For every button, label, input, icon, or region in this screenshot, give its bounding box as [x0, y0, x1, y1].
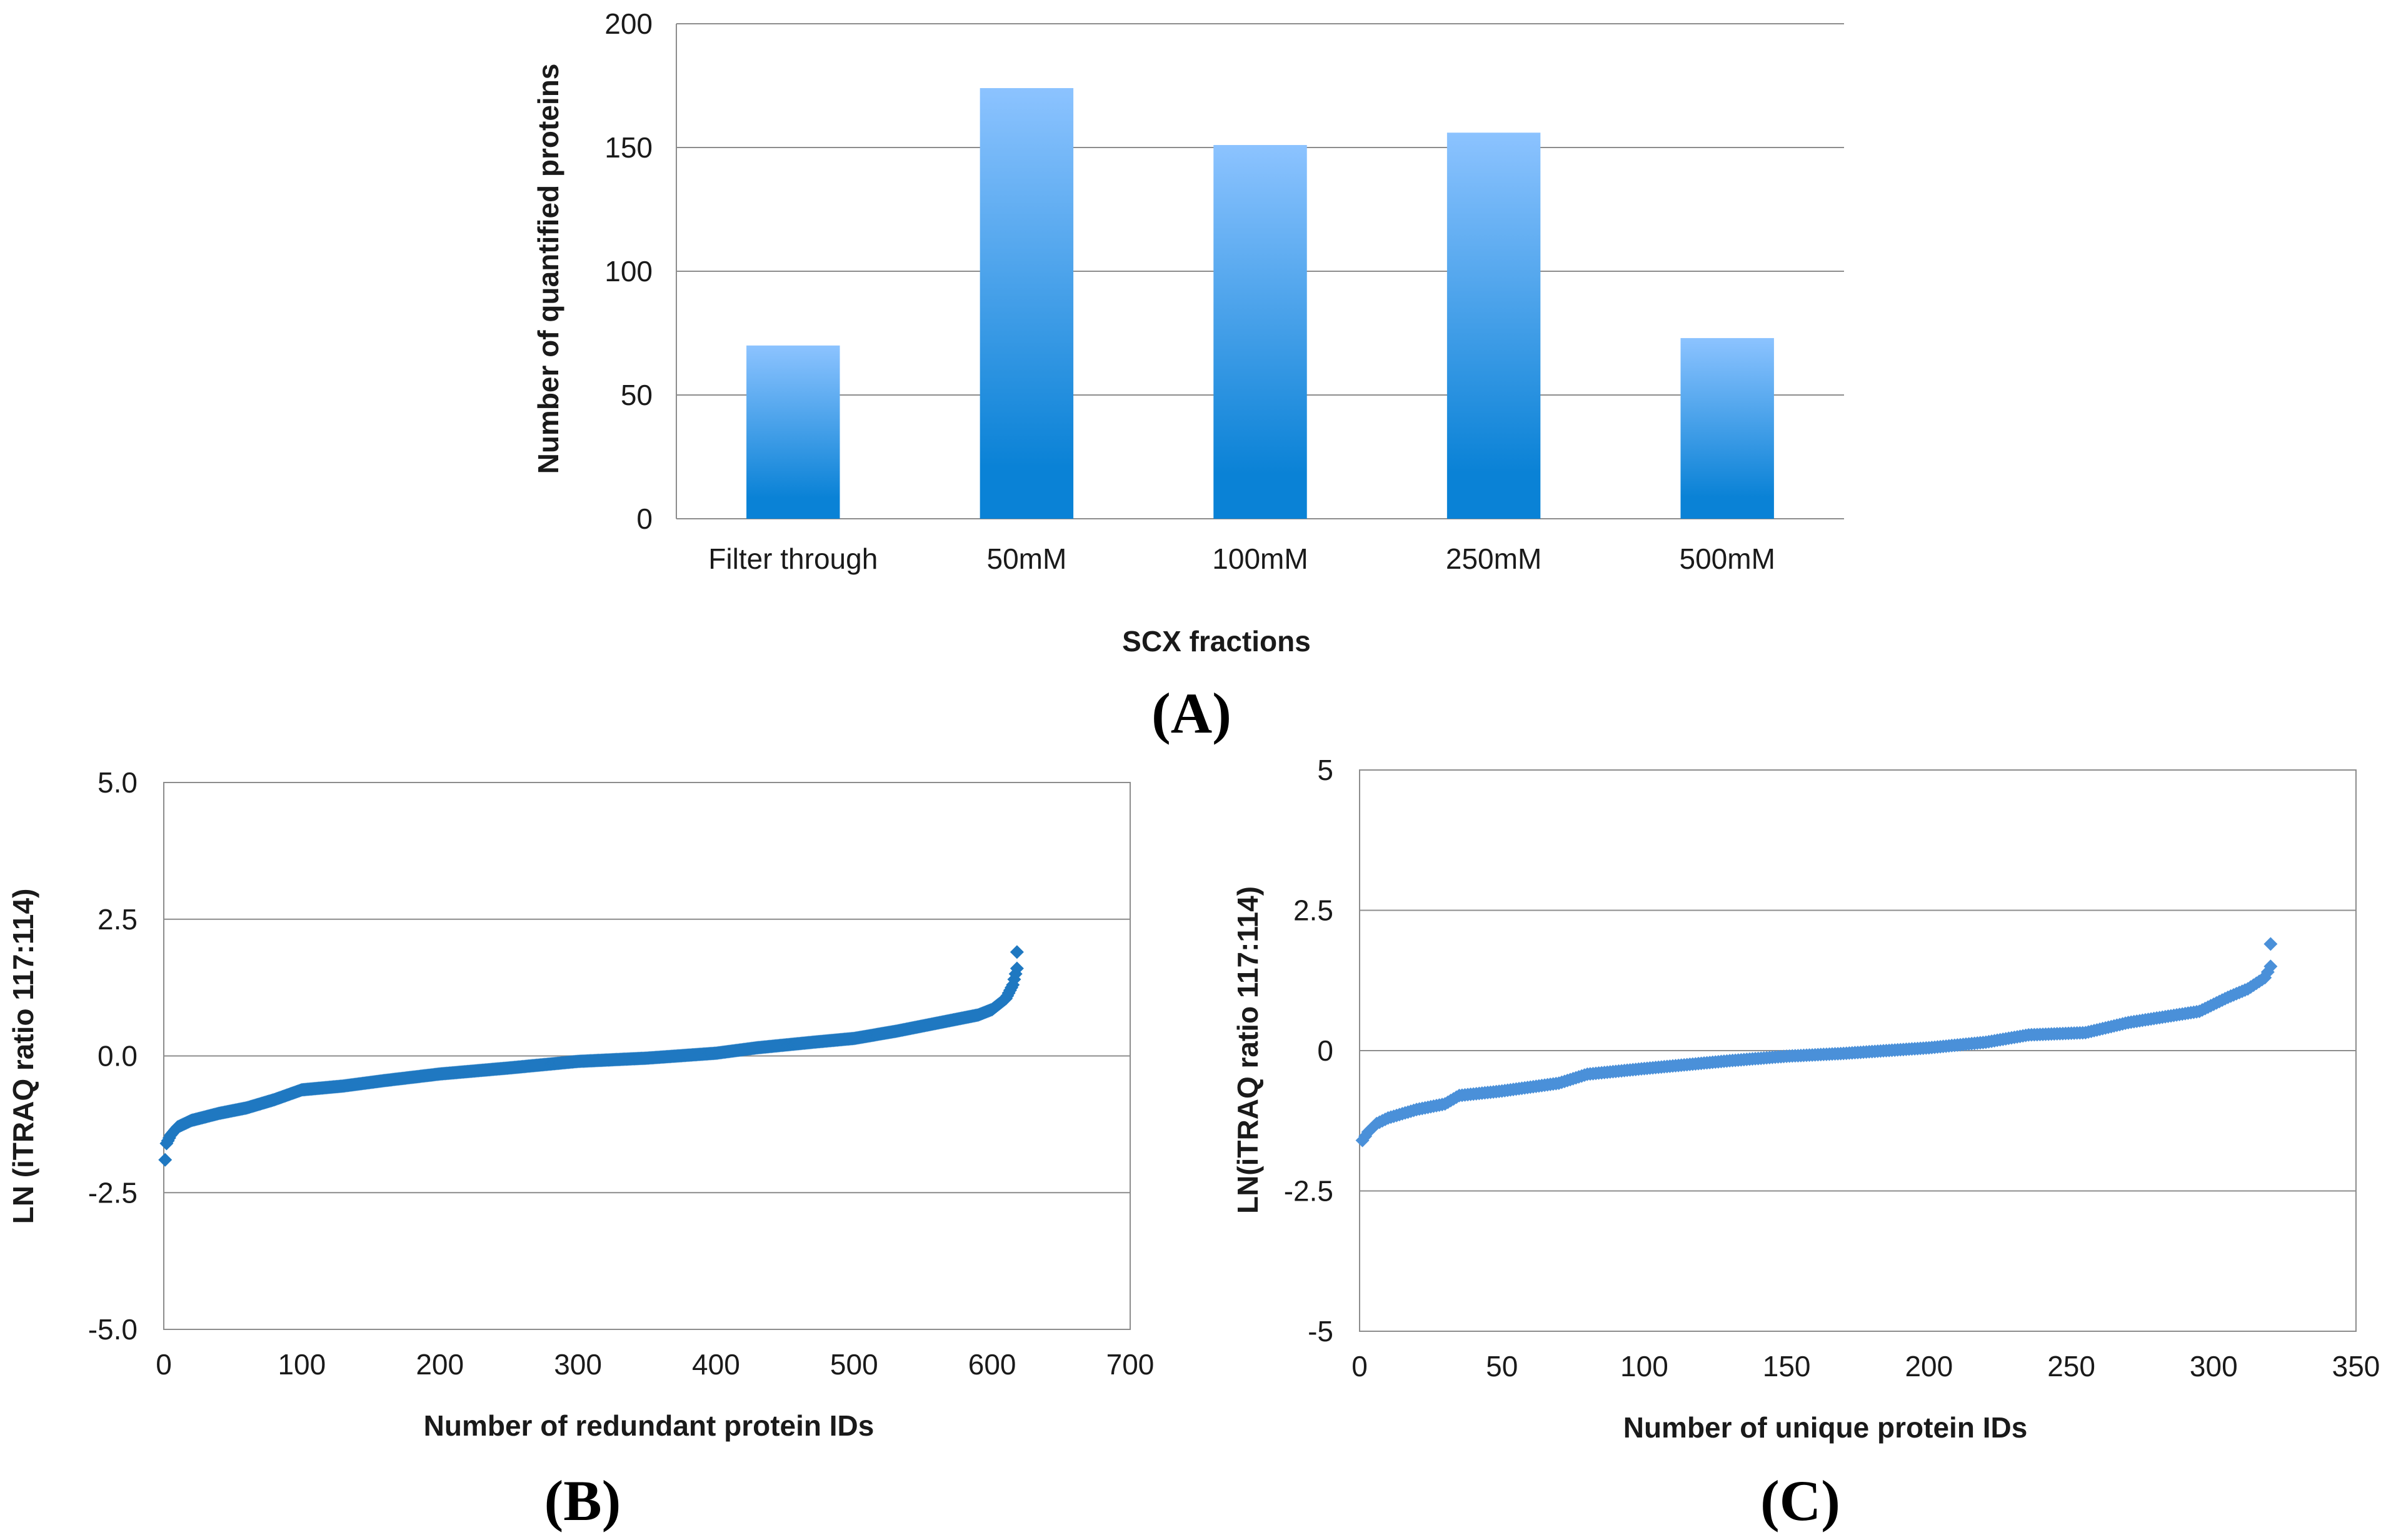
c-y-tick-label: -2.5: [1284, 1175, 1333, 1208]
panel-c-scatter-chart: -5 -2.5 0 2.5 5 0 50 100 150 200 250 300 350 Number…: [1231, 754, 2380, 1532]
c-y-tick-label: -5: [1308, 1315, 1333, 1348]
c-data-point: [2263, 959, 2278, 974]
c-x-tick-label: 250: [2047, 1350, 2095, 1382]
b-y-tick-label: 0.0: [98, 1040, 138, 1072]
panel-a-bar-chart: 0 50 100 150 200 Filter through 50mM 100mM 250m…: [532, 8, 1844, 745]
a-x-tick-label: 250mM: [1446, 542, 1541, 575]
c-panel-label: (C): [1760, 1469, 1840, 1532]
a-bar: [1446, 132, 1541, 519]
c-x-tick-label: 100: [1620, 1350, 1668, 1382]
b-data-point: [158, 1152, 173, 1167]
b-x-tick-label: 300: [554, 1348, 602, 1381]
c-x-axis-title: Number of unique protein IDs: [1623, 1411, 2028, 1444]
a-bar: [746, 345, 840, 519]
a-y-tick-label: 100: [604, 255, 653, 288]
panel-b-scatter-chart: -5.0 -2.5 0.0 2.5 5.0 0 100 200 300 400 500 600 700…: [7, 766, 1154, 1532]
a-x-tick-label: 500mM: [1680, 542, 1775, 575]
b-data-point: [1010, 945, 1024, 959]
b-x-tick-label: 100: [278, 1348, 326, 1381]
c-data-point: [2263, 937, 2278, 951]
b-x-tick-label: 400: [692, 1348, 740, 1381]
a-x-tick-label: Filter through: [708, 542, 878, 575]
b-x-tick-label: 600: [968, 1348, 1016, 1381]
c-y-tick-label: 0: [1317, 1034, 1333, 1067]
b-y-tick-label: -5.0: [88, 1313, 138, 1346]
b-x-tick-labels: 0 100 200 300 400 500 600 700: [156, 1348, 1154, 1381]
c-x-tick-label: 200: [1905, 1350, 1953, 1382]
c-x-tick-labels: 0 50 100 150 200 250 300 350: [1351, 1350, 2380, 1382]
c-y-tick-label: 5: [1317, 754, 1333, 786]
a-bars: [746, 88, 1774, 519]
a-x-tick-labels: Filter through 50mM 100mM 250mM 500mM: [708, 542, 1775, 575]
c-y-tick-labels: -5 -2.5 0 2.5 5: [1284, 754, 1333, 1348]
c-data-points: [1355, 937, 2278, 1148]
b-y-tick-labels: -5.0 -2.5 0.0 2.5 5.0: [88, 766, 138, 1346]
a-y-tick-labels: 0 50 100 150 200: [604, 8, 653, 535]
a-x-axis-title: SCX fractions: [1122, 625, 1311, 658]
c-x-tick-label: 0: [1351, 1350, 1368, 1382]
a-bar: [1680, 338, 1774, 519]
b-y-tick-label: 2.5: [98, 903, 138, 936]
b-x-axis-title: Number of redundant protein IDs: [424, 1409, 875, 1442]
b-y-tick-label: -2.5: [88, 1176, 138, 1209]
c-x-tick-label: 50: [1486, 1350, 1518, 1382]
c-x-tick-label: 350: [2332, 1350, 2380, 1382]
a-bar: [980, 88, 1074, 519]
a-y-tick-label: 0: [636, 502, 653, 535]
a-x-tick-label: 50mM: [986, 542, 1066, 575]
c-y-tick-label: 2.5: [1293, 894, 1333, 927]
b-x-tick-label: 0: [156, 1348, 172, 1381]
b-y-axis-title: LN (iTRAQ ratio 117:114): [7, 889, 39, 1224]
b-x-tick-label: 500: [830, 1348, 878, 1381]
a-y-tick-label: 200: [604, 8, 653, 40]
a-y-axis-title: Number of quantified proteins: [532, 64, 564, 474]
a-bar: [1213, 145, 1307, 519]
b-data-point: [1010, 961, 1024, 976]
b-panel-label: (B): [544, 1469, 621, 1532]
a-panel-label: (A): [1151, 681, 1231, 745]
b-data-points: [158, 945, 1024, 1167]
b-x-tick-label: 200: [416, 1348, 464, 1381]
a-y-tick-label: 150: [604, 131, 653, 164]
c-y-axis-title: LN(iTRAQ ratio 117:114): [1231, 886, 1264, 1214]
c-x-tick-label: 150: [1763, 1350, 1811, 1382]
a-y-tick-label: 50: [621, 379, 653, 411]
b-x-tick-label: 700: [1106, 1348, 1155, 1381]
c-x-tick-label: 300: [2190, 1350, 2238, 1382]
a-x-tick-label: 100mM: [1212, 542, 1308, 575]
b-y-tick-label: 5.0: [98, 766, 138, 799]
